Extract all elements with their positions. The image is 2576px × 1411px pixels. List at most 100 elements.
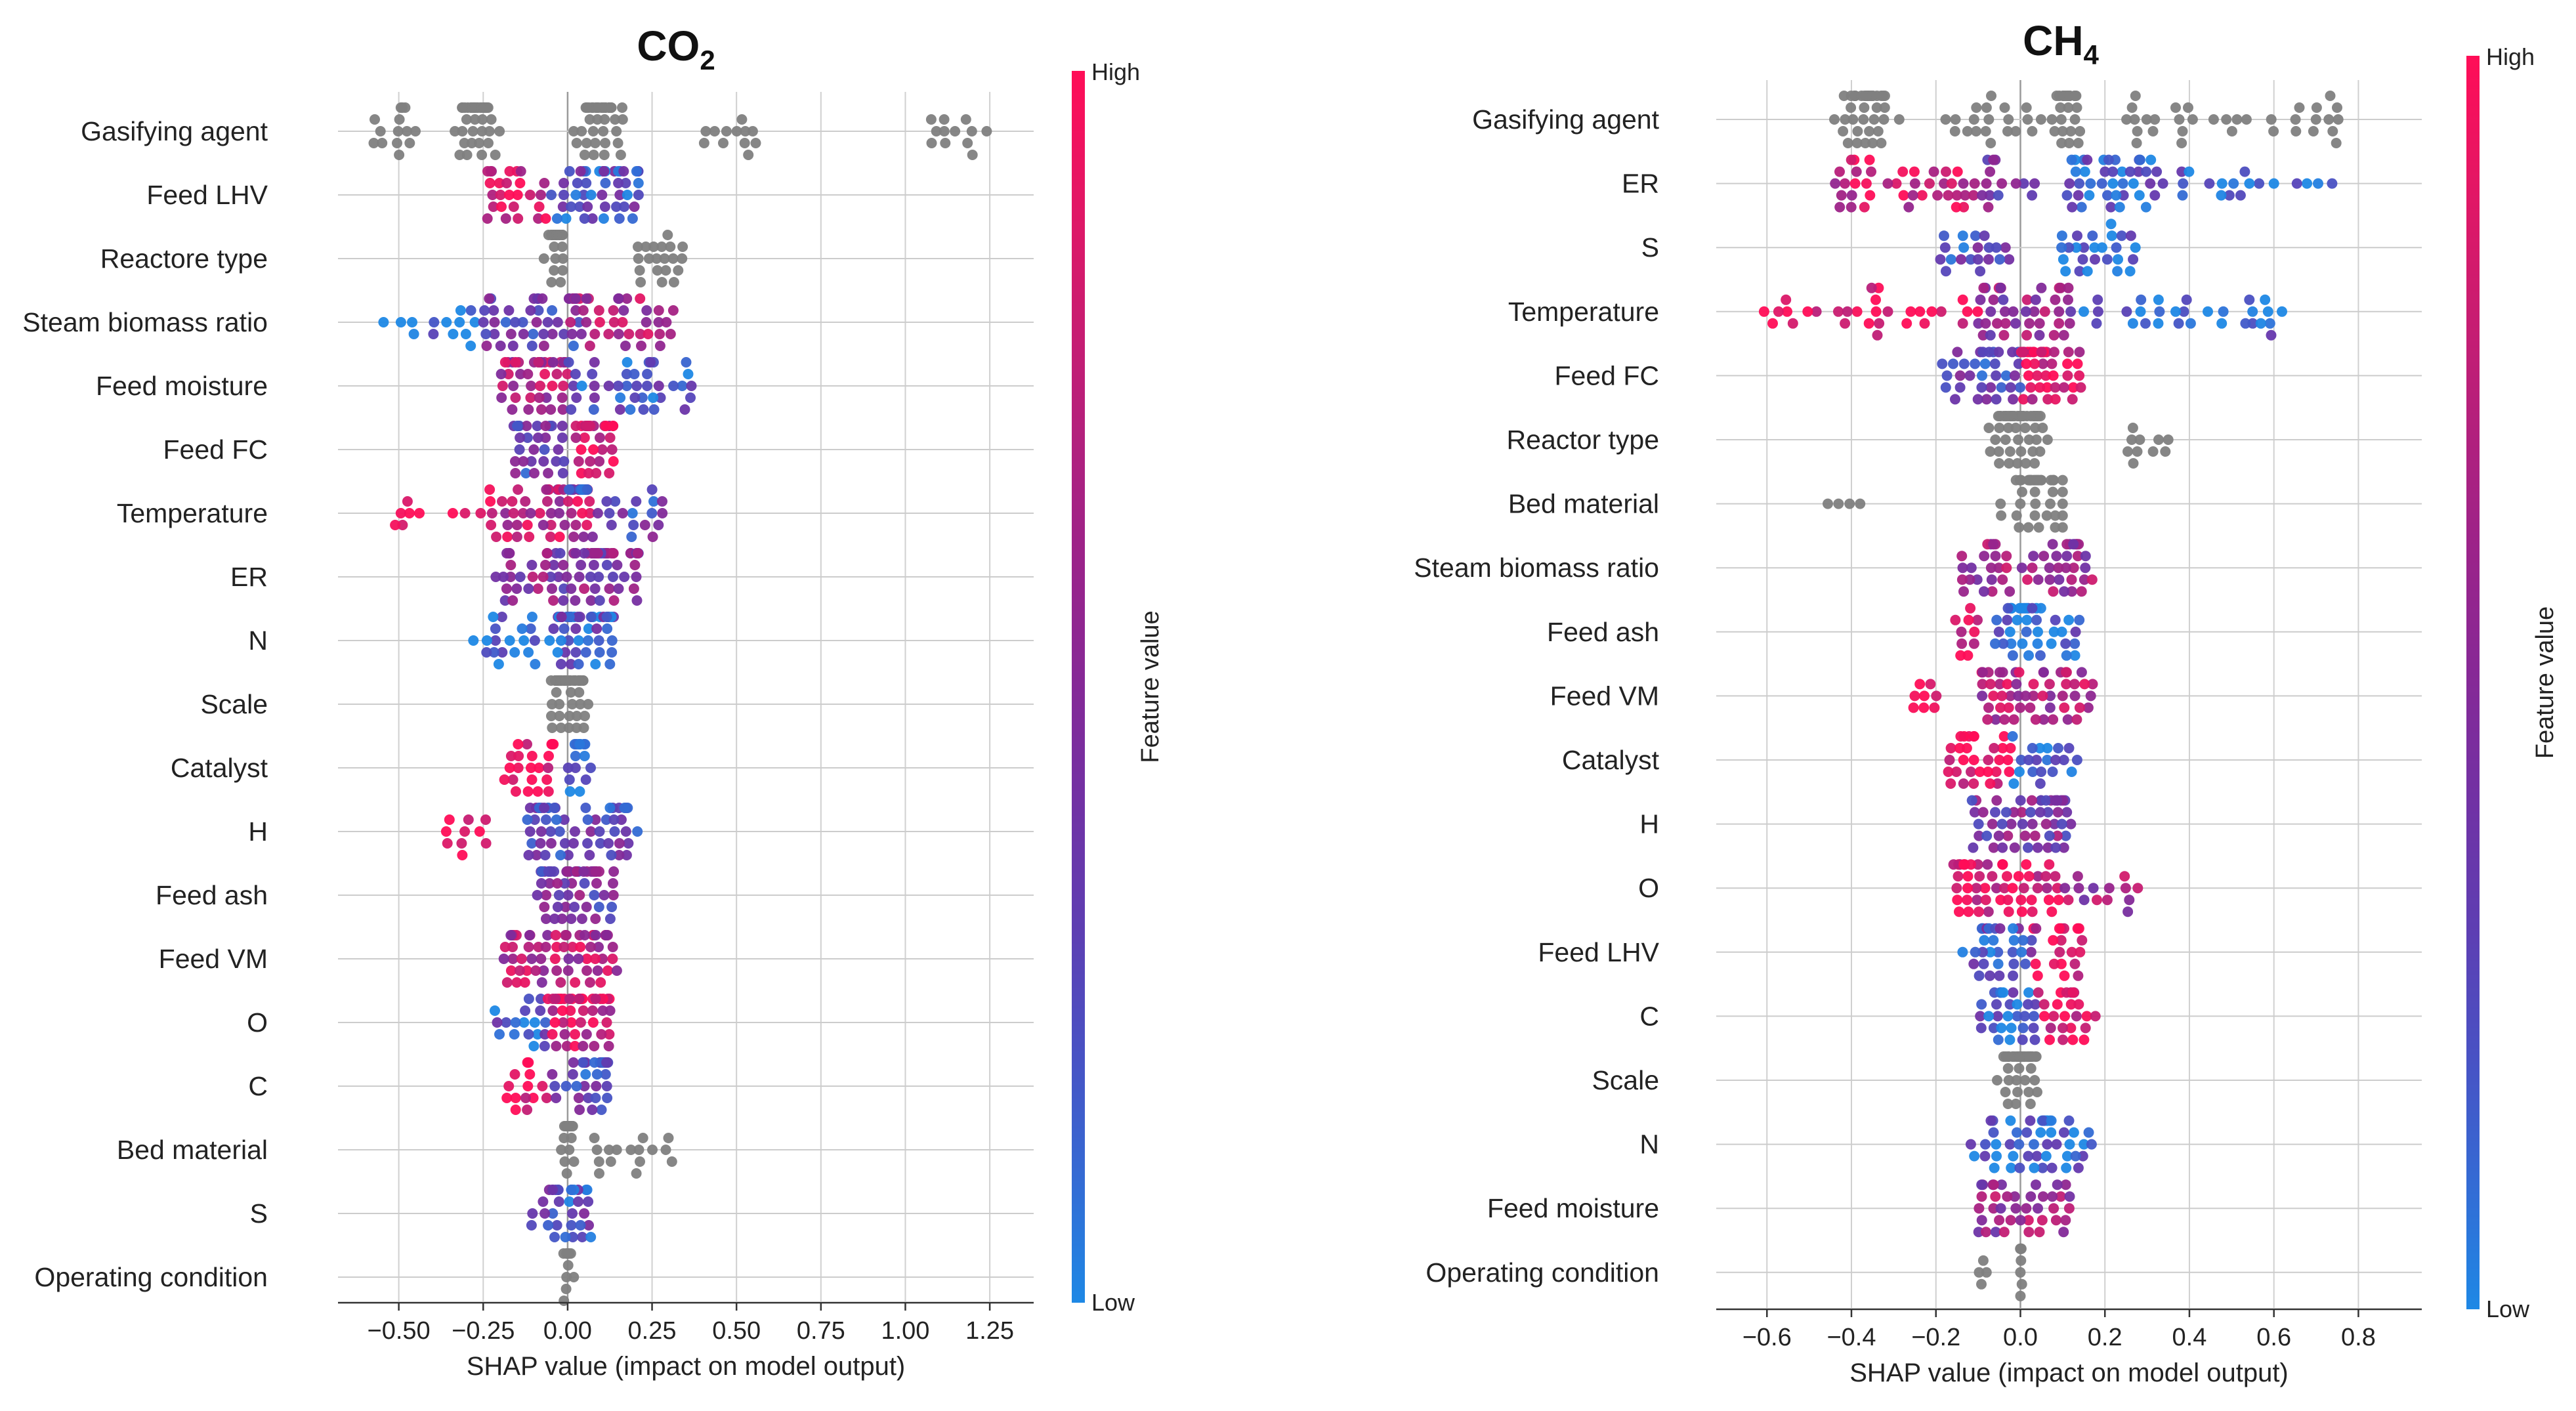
shap-point xyxy=(593,572,604,582)
shap-point xyxy=(2277,306,2287,317)
shap-point xyxy=(537,1081,548,1091)
shap-point xyxy=(604,468,615,478)
shap-point xyxy=(481,341,492,351)
shap-point xyxy=(2187,114,2198,125)
shap-point xyxy=(2020,958,2031,969)
shap-point xyxy=(520,468,532,478)
feature-dots xyxy=(558,1248,580,1306)
shap-point xyxy=(641,305,652,316)
shap-point xyxy=(1979,551,1990,562)
shap-point xyxy=(1972,242,1983,253)
shap-point xyxy=(2015,702,2026,713)
shap-point xyxy=(1997,743,2008,753)
shap-point xyxy=(545,572,556,582)
shap-point xyxy=(2160,446,2171,457)
shap-point xyxy=(677,253,688,264)
shap-point xyxy=(1968,778,1979,789)
shap-point xyxy=(2006,818,2017,830)
shap-point xyxy=(2291,126,2302,137)
shap-point xyxy=(570,520,581,530)
shap-point xyxy=(1950,394,1960,405)
shap-point xyxy=(1961,743,1972,753)
shap-point xyxy=(1968,190,1979,201)
shap-point xyxy=(2087,230,2098,242)
shap-point xyxy=(2031,1051,2042,1062)
shap-point xyxy=(2086,1139,2097,1150)
shap-point xyxy=(2054,946,2065,958)
shap-point xyxy=(566,329,578,339)
shap-point xyxy=(557,201,568,212)
shap-point xyxy=(2126,434,2137,445)
shap-point xyxy=(2170,102,2181,113)
shap-point xyxy=(611,1145,622,1155)
shap-point xyxy=(589,138,601,148)
shap-point xyxy=(2046,358,2058,369)
shap-point xyxy=(488,647,499,658)
shap-point xyxy=(551,213,562,224)
shap-point xyxy=(2023,650,2034,661)
shap-point xyxy=(2038,1115,2049,1126)
shap-point xyxy=(1976,1215,1987,1226)
shap-point xyxy=(2310,114,2321,125)
shap-point xyxy=(677,381,688,391)
shap-point xyxy=(1932,190,1943,201)
shap-point xyxy=(2178,178,2189,189)
shap-point xyxy=(497,496,507,507)
shap-point xyxy=(2117,178,2128,189)
shap-point xyxy=(1959,859,1970,870)
shap-point xyxy=(560,930,571,940)
shap-point xyxy=(643,253,654,264)
shap-point xyxy=(2127,423,2138,433)
shap-point xyxy=(1968,755,1979,765)
shap-point xyxy=(1996,510,2007,521)
shap-point xyxy=(494,1029,505,1040)
shap-point xyxy=(588,444,599,455)
shap-point xyxy=(1994,458,2005,469)
shap-point xyxy=(622,293,633,304)
shap-point xyxy=(2021,1203,2032,1214)
shap-point xyxy=(1999,883,2010,894)
shap-point xyxy=(568,838,579,849)
shap-point xyxy=(1992,318,2002,329)
shap-point xyxy=(551,687,562,698)
shap-point xyxy=(652,265,663,276)
shap-point xyxy=(656,277,667,287)
shap-point xyxy=(525,508,536,518)
shap-point xyxy=(2030,423,2040,433)
feature-label: Feed ash xyxy=(1547,617,1659,647)
shap-point xyxy=(568,126,580,137)
shap-point xyxy=(522,432,533,443)
shap-point xyxy=(2046,638,2057,649)
shap-point xyxy=(631,1168,642,1179)
shap-point xyxy=(2013,358,2024,369)
shap-point xyxy=(395,508,406,518)
shap-point xyxy=(643,329,654,339)
shap-point xyxy=(578,532,589,542)
shap-point xyxy=(2050,755,2061,765)
shap-point xyxy=(2013,434,2024,445)
shap-point xyxy=(598,213,609,224)
shap-point xyxy=(491,532,502,542)
shap-point xyxy=(2058,329,2069,341)
shap-point xyxy=(679,404,690,415)
shap-point xyxy=(1989,1162,2000,1173)
shap-point xyxy=(557,1005,568,1016)
shap-point xyxy=(2048,626,2059,637)
shap-point xyxy=(648,404,660,415)
shap-point xyxy=(1991,614,2002,625)
shap-point xyxy=(600,138,611,148)
shap-point xyxy=(522,520,533,530)
shap-point xyxy=(561,1041,572,1051)
shap-point xyxy=(2020,458,2031,469)
shap-point xyxy=(534,508,545,518)
shap-point xyxy=(2023,987,2035,998)
shap-point xyxy=(2015,382,2025,393)
shap-point xyxy=(606,520,617,530)
shap-point xyxy=(597,1005,608,1016)
shap-point xyxy=(2103,883,2115,894)
shap-point xyxy=(2025,382,2037,393)
shap-point xyxy=(2074,347,2085,358)
shap-point xyxy=(1995,498,2006,509)
shap-point xyxy=(523,942,534,952)
colorbar-low-label: Low xyxy=(2486,1295,2530,1322)
